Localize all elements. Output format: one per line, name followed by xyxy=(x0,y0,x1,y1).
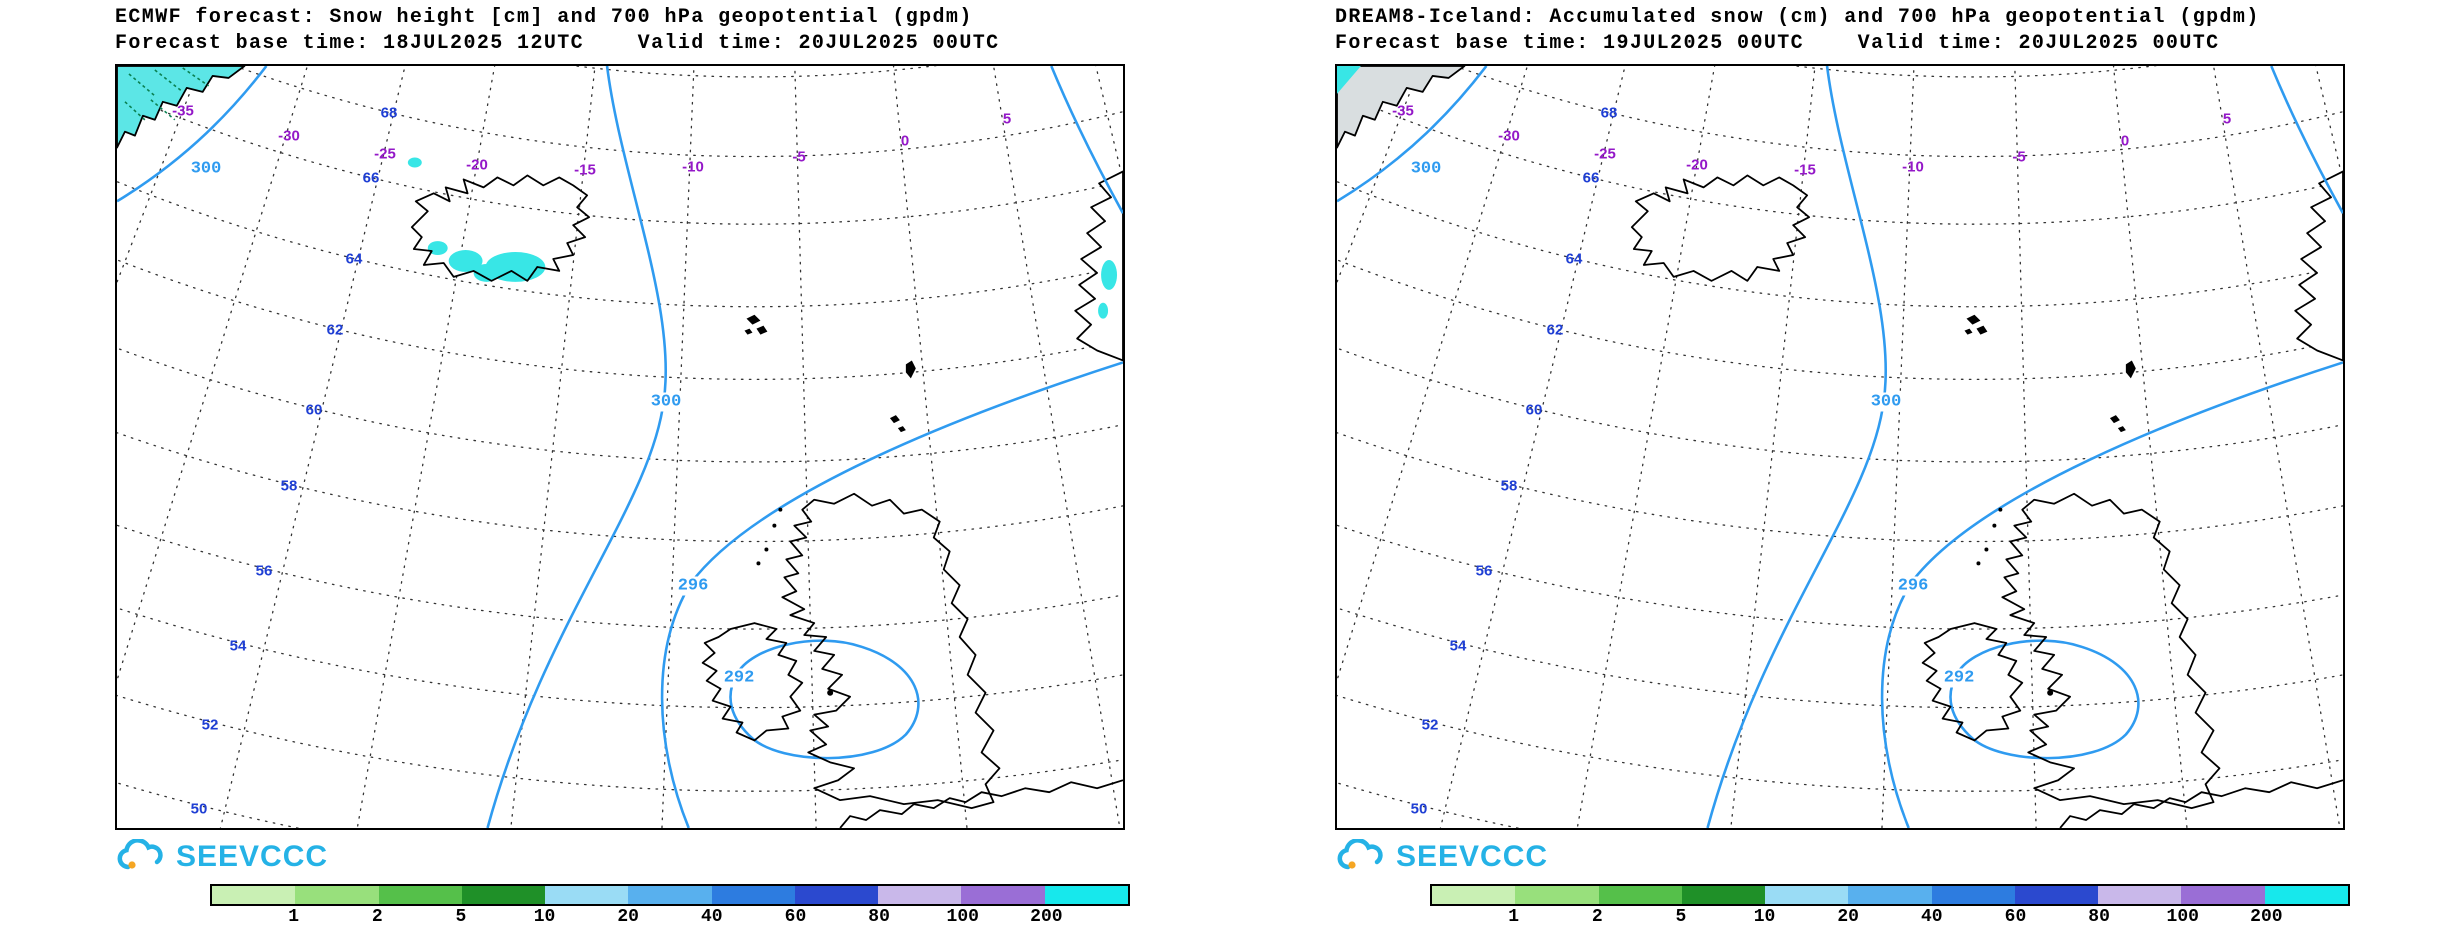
colorbar-segment xyxy=(1598,886,1682,904)
seevccc-logo: SEEVCCC xyxy=(1335,838,1548,876)
map-svg xyxy=(1337,66,2343,828)
greenland-coast xyxy=(1337,66,1466,149)
map-subtitle: Forecast base time: 18JUL2025 12UTC Vali… xyxy=(115,32,1000,55)
colorbar-segment xyxy=(1044,886,1128,904)
greenland-coast xyxy=(117,66,246,149)
colorbar-tick: 200 xyxy=(2250,907,2283,927)
colorbar-tick: 80 xyxy=(2088,907,2110,927)
iceland-coast xyxy=(410,174,591,282)
colorbar-tick: 100 xyxy=(946,907,979,927)
seevccc-logo: SEEVCCC xyxy=(115,838,328,876)
map-canvas: -35 -30 -25 -20 -15 -10 -5 0 5 68 66 64 62 60 58 56 54 52… xyxy=(1335,64,2345,830)
france-coast xyxy=(2059,779,2343,828)
colorbar-tick: 10 xyxy=(1753,907,1776,927)
colorbar-tick: 100 xyxy=(2166,907,2199,927)
colorbar-segment xyxy=(2264,886,2348,904)
geopotential-contours xyxy=(117,66,1123,828)
colorbar-tick: 20 xyxy=(617,907,639,927)
map-subtitle: Forecast base time: 19JUL2025 00UTC Vali… xyxy=(1335,32,2220,55)
colorbar-segment xyxy=(461,886,546,904)
colorbar-segment xyxy=(711,886,795,904)
great-britain-coast xyxy=(2001,492,2221,809)
colorbar-segment xyxy=(378,886,462,904)
colorbar-segment xyxy=(1432,886,1516,904)
ireland-coast xyxy=(1921,622,2024,742)
colorbar-segment xyxy=(2181,886,2265,904)
small-islands xyxy=(1964,314,2136,433)
colorbar-tick: 20 xyxy=(1837,907,1859,927)
colorbar-tick: 40 xyxy=(701,907,723,927)
norway-coast xyxy=(1074,170,1123,362)
colorbar-segment xyxy=(1515,886,1599,904)
france-coast xyxy=(839,779,1123,828)
colorbar-tick: 2 xyxy=(371,907,383,927)
snow-colorbar xyxy=(210,884,1130,906)
colorbar-tick: 1 xyxy=(288,907,300,927)
colorbar-segment xyxy=(2098,886,2182,904)
colorbar-tick: 2 xyxy=(1591,907,1603,927)
colorbar-segment xyxy=(545,886,629,904)
cloud-icon xyxy=(1337,839,1383,870)
colorbar-tick: 60 xyxy=(784,907,807,927)
map-title: DREAM8-Iceland: Accumulated snow (cm) an… xyxy=(1335,6,2260,29)
forecast-panel-dream8: DREAM8-Iceland: Accumulated snow (cm) an… xyxy=(1220,0,2440,927)
forecast-panel-ecmwf: ECMWF forecast: Snow height [cm] and 700… xyxy=(0,0,1220,927)
colorbar-segment xyxy=(2014,886,2099,904)
colorbar-tick: 80 xyxy=(868,907,890,927)
graticule xyxy=(1337,66,2343,828)
geopotential-contours xyxy=(1337,66,2343,828)
colorbar-segment xyxy=(961,886,1045,904)
graticule xyxy=(117,66,1123,828)
norway-coast xyxy=(2294,170,2343,362)
map-title: ECMWF forecast: Snow height [cm] and 700… xyxy=(115,6,973,29)
colorbar-segment xyxy=(1848,886,1932,904)
cloud-icon xyxy=(117,839,163,870)
colorbar-segment xyxy=(212,886,296,904)
colorbar-ticks: 1 2 5 10 20 40 60 80 100 200 xyxy=(1430,907,2350,927)
colorbar-tick: 10 xyxy=(533,907,556,927)
colorbar-ticks: 1 2 5 10 20 40 60 80 100 200 xyxy=(210,907,1130,927)
great-britain-coast xyxy=(781,492,1001,809)
colorbar-tick: 40 xyxy=(1921,907,1943,927)
ireland-coast xyxy=(701,622,804,742)
map-canvas: -35 -30 -25 -20 -15 -10 -5 0 5 68 66 64 62 60 58 56 54 52… xyxy=(115,64,1125,830)
snow-patches xyxy=(407,157,1118,319)
colorbar-segment xyxy=(1681,886,1766,904)
colorbar-tick: 1 xyxy=(1508,907,1520,927)
colorbar-segment xyxy=(1765,886,1849,904)
colorbar-segment xyxy=(878,886,962,904)
colorbar-tick: 5 xyxy=(1675,907,1687,927)
colorbar-tick: 60 xyxy=(2004,907,2027,927)
logo-text: SEEVCCC xyxy=(1396,840,1549,873)
snow-colorbar xyxy=(1430,884,2350,906)
colorbar-segment xyxy=(794,886,879,904)
colorbar-tick: 200 xyxy=(1030,907,1063,927)
colorbar-segment xyxy=(628,886,712,904)
logo-text: SEEVCCC xyxy=(176,840,329,873)
colorbar-segment xyxy=(1931,886,2015,904)
colorbar-tick: 5 xyxy=(455,907,467,927)
map-svg xyxy=(117,66,1123,828)
iceland-coast xyxy=(1630,174,1811,282)
colorbar-segment xyxy=(295,886,379,904)
small-islands xyxy=(744,314,916,433)
